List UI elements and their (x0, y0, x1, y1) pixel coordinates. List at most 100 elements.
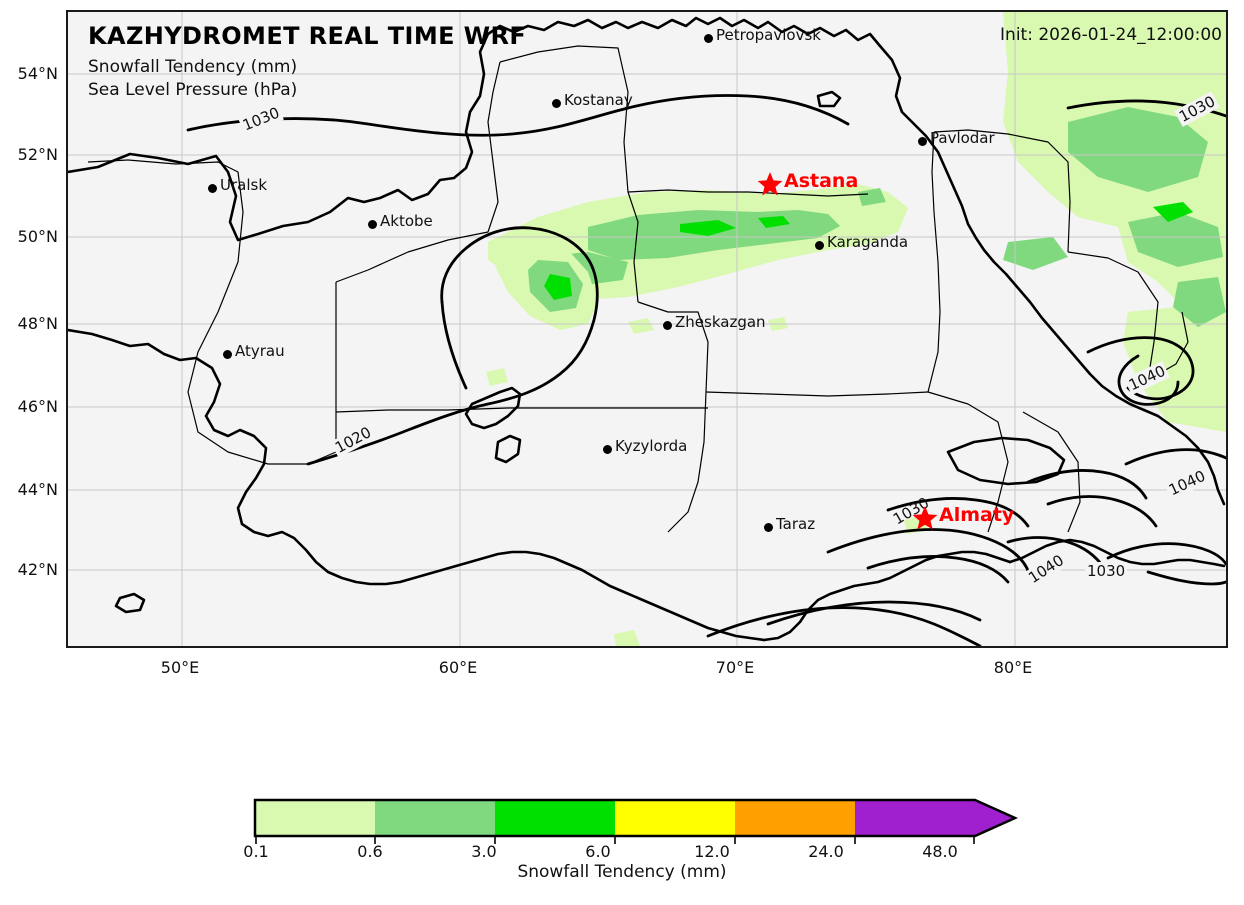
isobar-south-sweep2 (766, 600, 982, 626)
border-northeast (878, 44, 1146, 412)
lon-tick-label: 50°E (160, 658, 200, 677)
lon-tick-label: 80°E (993, 658, 1033, 677)
graticule-layer (68, 12, 1226, 646)
city-label: Pavlodar (930, 129, 995, 147)
border-oblast-2 (335, 61, 501, 283)
star-icon (757, 172, 783, 196)
snowfall-patch-central-bright2 (758, 216, 790, 228)
colorbar: 0.1 0.6 3.0 6.0 12.0 24.0 48.0 (243, 798, 1019, 861)
city-label: Astana (784, 170, 859, 192)
figure-subtitle-pressure: Sea Level Pressure (hPa) (88, 80, 298, 100)
colorbar-tick-label: 0.1 (243, 842, 269, 861)
colorbar-segments (255, 800, 1015, 836)
colorbar-segment-4 (735, 800, 855, 836)
coast-caspian (68, 328, 766, 642)
snowfall-patch-central-bright (680, 220, 736, 236)
city-label: Atyrau (235, 342, 285, 360)
border-oblast-4 (637, 301, 709, 533)
isobar-south-sweep (706, 606, 982, 646)
figure-subtitle-snowfall: Snowfall Tendency (mm) (88, 57, 298, 77)
init-timestamp: Init: 2026-01-24_12:00:00 (1000, 25, 1222, 45)
city-label: Kyzylorda (615, 437, 688, 455)
isobar-inner-se (1026, 469, 1148, 500)
coast-aral-2 (494, 434, 522, 464)
isobar-east-loop (1117, 354, 1180, 406)
colorbar-outline (253, 798, 1019, 838)
city-label: Taraz (776, 515, 816, 533)
border-oblast-6 (927, 131, 941, 393)
border-south (762, 550, 1012, 642)
colorbar-extend-arrow (975, 800, 1015, 836)
star-icon (912, 506, 938, 530)
lat-tick-label: 44°N (17, 480, 58, 499)
lake-balkhash (946, 436, 1066, 486)
lat-tick-label: 50°N (17, 227, 58, 246)
map-plot-area (66, 10, 1228, 648)
city-label: Uralsk (220, 176, 268, 194)
snowfall-patch-ne-bright (1153, 202, 1193, 222)
city-dot-icon (602, 444, 612, 454)
colorbar-tick-label: 3.0 (471, 842, 497, 861)
border-oblast-1 (87, 159, 337, 465)
isobar-almaty-2 (866, 555, 1010, 584)
lat-tick-label: 54°N (17, 64, 58, 83)
border-oblast-11 (927, 391, 1009, 533)
colorbar-segment-2 (495, 800, 615, 836)
isobar-1030-south (1106, 542, 1226, 566)
isobar-1030-northeast (1066, 99, 1226, 118)
city-dot-icon (814, 240, 824, 250)
isobar-label: 1030 (1085, 562, 1128, 580)
lat-tick-label: 48°N (17, 314, 58, 333)
snowfall-speck-4 (614, 630, 640, 646)
colorbar-tick-label: 48.0 (922, 842, 958, 861)
lat-tick-label: 42°N (17, 560, 58, 579)
lat-tick-label: 52°N (17, 145, 58, 164)
map-canvas (68, 12, 1226, 646)
snowfall-patch-ne-med2 (1128, 212, 1223, 267)
city-label: Kostanay (564, 91, 633, 109)
snowfall-patch-ne-med (1068, 107, 1208, 192)
lon-tick-label: 70°E (715, 658, 755, 677)
snowfall-speck-2 (628, 318, 654, 334)
city-dot-icon (662, 320, 672, 330)
snowfall-patch-west-bright (544, 274, 572, 300)
isobar-1020-west (306, 226, 599, 466)
border-kyrgyz (1008, 538, 1226, 568)
isobar-1030-north (186, 94, 850, 137)
snowfall-speck-1 (486, 368, 508, 386)
coastline-layer (68, 16, 1226, 642)
colorbar-segment-5 (855, 800, 975, 836)
city-label: Karaganda (827, 233, 909, 251)
colorbar-tick-label: 0.6 (357, 842, 383, 861)
city-dot-icon (222, 349, 232, 359)
colorbar-tick-label: 24.0 (808, 842, 844, 861)
colorbar-canvas (253, 798, 1019, 844)
isobar-1030-south2 (1146, 570, 1226, 586)
lake-small-ne (816, 90, 842, 108)
colorbar-segment-1 (375, 800, 495, 836)
isobar-1040-east1 (1086, 336, 1195, 401)
city-dot-icon (367, 219, 377, 229)
isobar-inner-se2 (1046, 495, 1158, 528)
colorbar-title: Snowfall Tendency (mm) (517, 862, 727, 882)
border-oblast-5 (705, 391, 929, 397)
border-oblast-10 (335, 407, 708, 413)
city-label: Aktobe (380, 212, 433, 230)
border-oblast-9 (627, 189, 869, 197)
colorbar-segment-3 (615, 800, 735, 836)
lake-small-left (114, 592, 146, 614)
city-label: Petropavlovsk (716, 26, 821, 44)
isobar-almaty-3 (886, 497, 1030, 528)
isobar-almaty-1 (826, 528, 1032, 580)
border-oblast-8 (1067, 251, 1159, 381)
border-oblast-7 (933, 129, 1071, 253)
colorbar-segment-0 (255, 800, 375, 836)
city-dot-icon (763, 522, 773, 532)
figure-title: KAZHYDROMET REAL TIME WRF (88, 22, 527, 50)
city-dot-icon (207, 183, 217, 193)
snowfall-patch-ne-med3 (1173, 277, 1226, 327)
border-altai-china (1142, 408, 1226, 506)
border-north (68, 16, 882, 242)
city-dot-icon (917, 136, 927, 146)
colorbar-tick-label: 12.0 (694, 842, 730, 861)
